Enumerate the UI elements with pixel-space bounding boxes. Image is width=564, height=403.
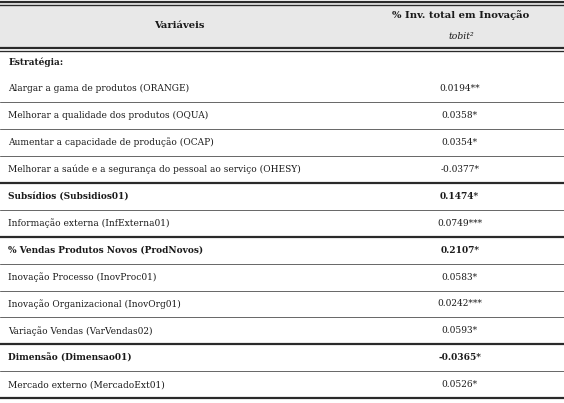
Text: Mercado externo (MercadoExt01): Mercado externo (MercadoExt01) <box>8 380 165 389</box>
Text: Estratégia:: Estratégia: <box>8 57 64 66</box>
Bar <box>0 183 564 210</box>
Bar <box>0 210 564 237</box>
Text: -0.0377*: -0.0377* <box>440 165 479 174</box>
Text: 0.0526*: 0.0526* <box>442 380 478 389</box>
Text: 0.0583*: 0.0583* <box>442 272 478 282</box>
Bar <box>0 291 564 318</box>
Text: 0.0242***: 0.0242*** <box>437 299 482 308</box>
Bar <box>0 48 564 75</box>
Text: Melhorar a saúde e a segurança do pessoal ao serviço (OHESY): Melhorar a saúde e a segurança do pessoa… <box>8 165 301 174</box>
Text: Melhorar a qualidade dos produtos (OQUA): Melhorar a qualidade dos produtos (OQUA) <box>8 111 209 120</box>
Text: % Inv. total em Inovação: % Inv. total em Inovação <box>393 10 530 20</box>
Text: 0.1474*: 0.1474* <box>440 192 479 201</box>
Bar <box>0 129 564 156</box>
Text: tobit²: tobit² <box>448 32 474 41</box>
Bar <box>0 264 564 291</box>
Text: 0.0749***: 0.0749*** <box>437 219 482 228</box>
Text: Variação Vendas (VarVendas02): Variação Vendas (VarVendas02) <box>8 326 153 336</box>
Text: 0.0593*: 0.0593* <box>442 326 478 335</box>
Text: Dimensão (Dimensao01): Dimensão (Dimensao01) <box>8 353 132 362</box>
Text: 0.2107*: 0.2107* <box>440 246 479 255</box>
Text: 0.0194**: 0.0194** <box>439 84 480 93</box>
Bar <box>0 75 564 102</box>
Text: Alargar a gama de produtos (ORANGE): Alargar a gama de produtos (ORANGE) <box>8 84 190 93</box>
Text: Subsídios (Subsidios01): Subsídios (Subsidios01) <box>8 192 129 201</box>
Bar <box>0 237 564 264</box>
Bar <box>0 102 564 129</box>
Bar <box>0 2 564 48</box>
Bar <box>0 318 564 344</box>
Bar <box>0 371 564 398</box>
Text: 0.0354*: 0.0354* <box>442 138 478 147</box>
Bar <box>0 156 564 183</box>
Bar <box>0 344 564 371</box>
Text: Informação externa (InfExterna01): Informação externa (InfExterna01) <box>8 218 170 228</box>
Text: Inovação Organizacional (InovOrg01): Inovação Organizacional (InovOrg01) <box>8 299 181 309</box>
Text: 0.0358*: 0.0358* <box>442 111 478 120</box>
Text: Variáveis: Variáveis <box>154 21 204 30</box>
Text: Aumentar a capacidade de produção (OCAP): Aumentar a capacidade de produção (OCAP) <box>8 138 214 147</box>
Text: Inovação Processo (InovProc01): Inovação Processo (InovProc01) <box>8 272 157 282</box>
Text: -0.0365*: -0.0365* <box>438 353 481 362</box>
Text: % Vendas Produtos Novos (ProdNovos): % Vendas Produtos Novos (ProdNovos) <box>8 246 204 255</box>
